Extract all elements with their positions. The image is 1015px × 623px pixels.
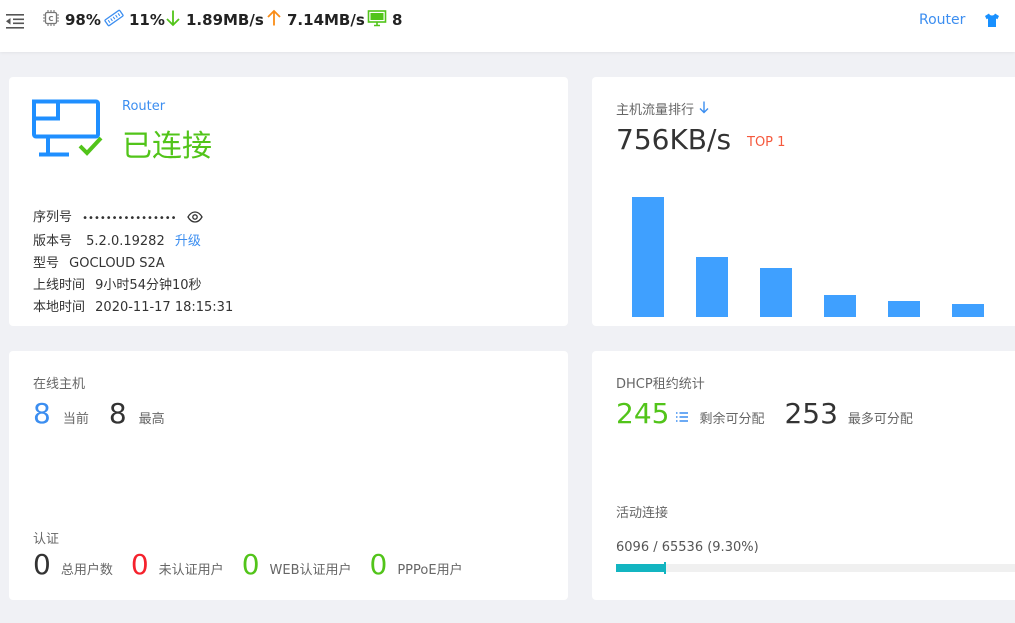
current-hosts-value: 8 [33, 397, 51, 430]
list-icon[interactable] [675, 408, 689, 427]
unauth-users-label: 未认证用户 [158, 563, 224, 578]
dhcp-lease-card: DHCP租约统计 245 剩余可分配 253 最多可分配 活动连接 6096 /… [592, 351, 1015, 600]
router-name: Router [122, 99, 166, 114]
web-users-label: WEB认证用户 [269, 563, 352, 578]
web-users-value: 0 [241, 548, 260, 581]
version-row: 版本号 5.2.0.19282 升级 [33, 231, 233, 253]
traffic-bar[interactable] [696, 257, 728, 317]
pppoe-users-value: 0 [369, 548, 388, 581]
current-hosts-label: 当前 [62, 412, 89, 427]
uptime-row: 上线时间 9小时54分钟10秒 [33, 275, 233, 297]
online-hosts-card: 在线主机 8 当前 8 最高 认证 0 总用户数 0 未认证用户 0 WEB认证… [9, 351, 568, 600]
version-label: 版本号 [33, 234, 73, 249]
upload-speed: 7.14MB/s [266, 9, 365, 31]
connections-progress-fill [616, 564, 665, 572]
max-hosts-value: 8 [108, 397, 127, 430]
model-value: GOCLOUD S2A [69, 256, 165, 271]
max-leases-value: 253 [784, 397, 838, 430]
traffic-bar[interactable] [952, 304, 984, 317]
dhcp-title: DHCP租约统计 [616, 377, 705, 392]
sort-down-icon[interactable] [698, 100, 710, 118]
active-connections-text: 6096 / 65536 (9.30%) [616, 540, 759, 555]
online-hosts-count: 8 [367, 9, 402, 31]
max-hosts-label: 最高 [138, 412, 165, 427]
version-value: 5.2.0.19282 [86, 234, 165, 249]
upload-value: 7.14MB/s [287, 11, 365, 29]
localtime-row: 本地时间 2020-11-17 18:15:31 [33, 297, 233, 319]
memory-icon [104, 9, 129, 31]
arrow-up-icon [266, 9, 287, 31]
download-speed: 1.89MB/s [165, 9, 264, 31]
traffic-bar[interactable] [760, 268, 792, 317]
traffic-bar[interactable] [824, 295, 856, 317]
progress-marker [664, 562, 667, 574]
router-link[interactable]: Router [919, 12, 966, 28]
localtime-value: 2020-11-17 18:15:31 [95, 300, 234, 315]
router-device-icon [31, 99, 105, 163]
active-connections-title: 活动连接 [616, 506, 669, 521]
top-bar: C 98% 11% 1.89MB/s [0, 0, 1015, 52]
memory-usage: 11% [104, 9, 165, 31]
remaining-leases-label: 剩余可分配 [699, 412, 765, 427]
cpu-value: 98% [65, 11, 101, 29]
memory-value: 11% [129, 11, 165, 29]
total-users-value: 0 [33, 548, 51, 581]
model-label: 型号 [33, 256, 60, 271]
connections-progress-track [616, 562, 1015, 574]
host-traffic-card: 主机流量排行 756KB/s TOP 1 [592, 77, 1015, 326]
connection-status: 已连接 [122, 129, 212, 164]
localtime-label: 本地时间 [33, 300, 86, 315]
remaining-leases-value: 245 [616, 397, 670, 430]
pppoe-users-label: PPPoE用户 [397, 563, 463, 578]
traffic-bar[interactable] [632, 197, 664, 317]
traffic-bar-chart [616, 189, 996, 317]
uptime-value: 9小时54分钟10秒 [95, 278, 202, 293]
menu-collapse-icon[interactable] [5, 12, 25, 34]
serial-value: •••••••••••••••• [82, 213, 177, 224]
model-row: 型号 GOCLOUD S2A [33, 253, 233, 275]
theme-shirt-icon[interactable] [984, 12, 1000, 32]
top-traffic-value: 756KB/s [616, 123, 732, 156]
upgrade-link[interactable]: 升级 [174, 234, 201, 249]
traffic-bar[interactable] [888, 301, 920, 317]
monitor-icon [367, 9, 392, 31]
uptime-label: 上线时间 [33, 278, 86, 293]
cpu-icon: C [42, 9, 65, 31]
arrow-down-icon [165, 9, 186, 31]
auth-title: 认证 [33, 532, 60, 547]
unauth-users-value: 0 [130, 548, 149, 581]
svg-text:C: C [48, 15, 53, 23]
download-value: 1.89MB/s [186, 11, 264, 29]
max-leases-label: 最多可分配 [847, 412, 913, 427]
online-hosts-title: 在线主机 [33, 377, 86, 392]
serial-label: 序列号 [33, 210, 73, 225]
router-status-card: Router 已连接 序列号 •••••••••••••••• 版本号 5.2.… [9, 77, 568, 326]
total-users-label: 总用户数 [60, 563, 113, 578]
traffic-title: 主机流量排行 [616, 103, 695, 118]
eye-icon[interactable] [186, 209, 203, 231]
rank-badge: TOP 1 [747, 135, 786, 150]
serial-row: 序列号 •••••••••••••••• [33, 207, 233, 231]
hosts-value: 8 [392, 11, 403, 29]
cpu-usage: C 98% [42, 9, 101, 31]
